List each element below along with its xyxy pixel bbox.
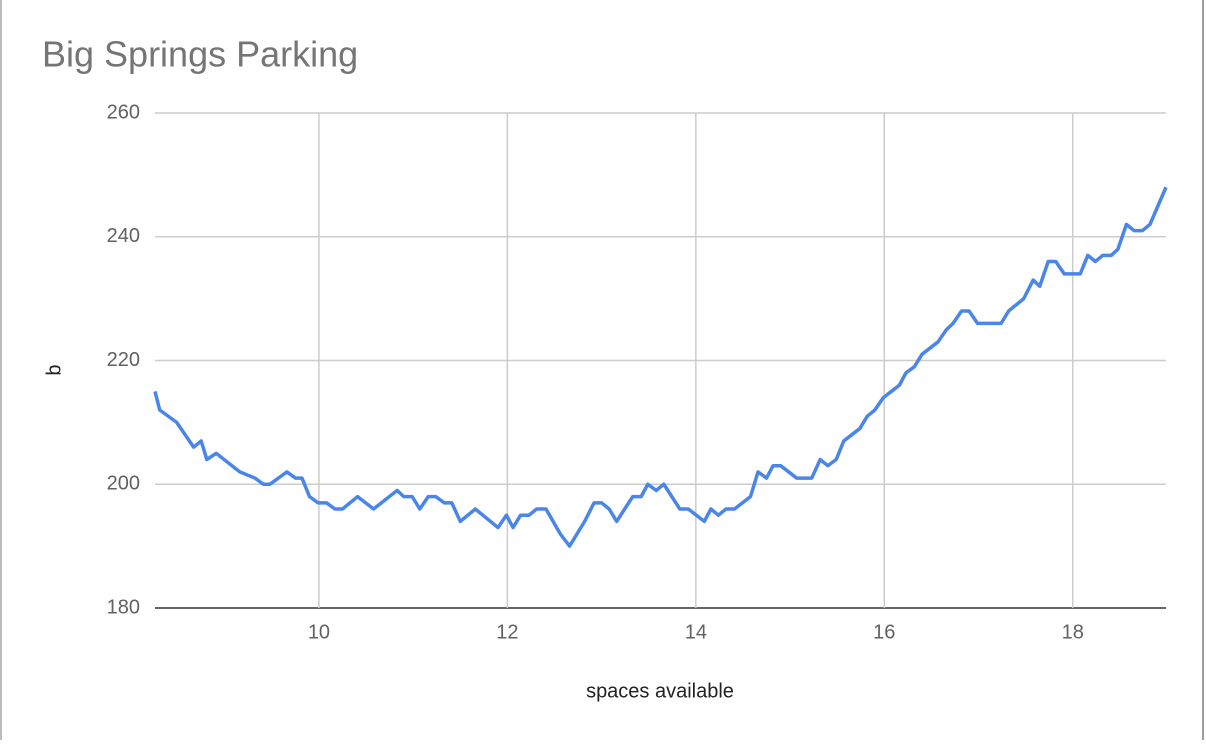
y-tick-label: 180 — [107, 596, 140, 618]
x-tick-label: 16 — [873, 621, 895, 643]
x-tick-label: 12 — [496, 621, 518, 643]
y-axis-label: b — [43, 364, 65, 375]
data-line — [153, 186, 1168, 548]
x-axis-label: spaces available — [586, 680, 734, 702]
x-tick-label: 14 — [685, 621, 707, 643]
chart-title: Big Springs Parking — [42, 34, 358, 75]
y-tick-label: 200 — [107, 473, 140, 495]
y-tick-label: 240 — [107, 225, 140, 247]
x-tick-label: 10 — [308, 621, 330, 643]
y-tick-label: 260 — [107, 101, 140, 123]
y-tick-label: 220 — [107, 349, 140, 371]
x-tick-label: 18 — [1062, 621, 1084, 643]
